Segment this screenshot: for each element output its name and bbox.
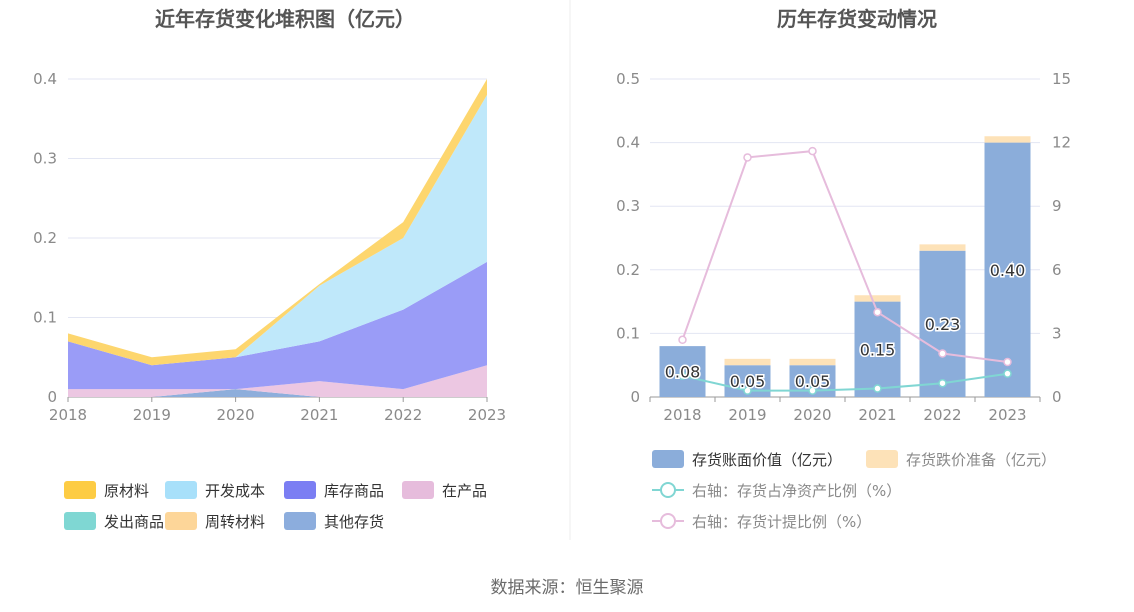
x-tick-label: 2021	[858, 406, 896, 424]
legend-swatch	[402, 481, 434, 499]
line-point	[678, 335, 687, 345]
bar-provision	[724, 358, 771, 366]
line-point	[743, 386, 752, 395]
legend-label: 发出商品	[104, 513, 164, 531]
x-tick-label: 2020	[217, 406, 255, 424]
y2-tick-label: 12	[1052, 134, 1071, 152]
chart-title: 历年存货变动情况	[777, 7, 937, 31]
legend-swatch	[64, 481, 96, 499]
x-tick-label: 2019	[133, 406, 171, 424]
legend-swatch	[64, 512, 96, 530]
x-tick-label: 2019	[728, 406, 766, 424]
area-series-3	[68, 261, 487, 390]
legend-label: 右轴：存货占净资产比例（%）	[692, 482, 901, 500]
legend-swatch	[652, 450, 684, 468]
x-tick-label: 2023	[988, 406, 1026, 424]
legend-label: 右轴：存货计提比例（%）	[692, 513, 871, 531]
x-tick-label: 2020	[793, 406, 831, 424]
line-point	[743, 153, 752, 162]
y-tick-label: 0.1	[616, 324, 640, 342]
x-tick-label: 2018	[49, 406, 87, 424]
bar-value-label: 0.08	[665, 363, 701, 382]
y-tick-label: 0.3	[616, 197, 640, 215]
legend-label: 周转材料	[205, 513, 265, 531]
area-series-6	[68, 79, 487, 366]
y-tick-label: 0	[47, 388, 57, 406]
y-tick-label: 0.2	[33, 229, 57, 247]
bar-provision	[854, 295, 901, 302]
legend-swatch	[165, 512, 197, 530]
area-series-4	[68, 94, 487, 366]
line-point	[808, 146, 817, 156]
bar-provision	[789, 358, 836, 366]
data-source-note: 数据来源：恒生聚源	[490, 578, 644, 598]
area-series-2	[68, 365, 487, 397]
line-point	[938, 349, 947, 358]
line-point	[873, 384, 882, 393]
y2-tick-label: 0	[1052, 388, 1062, 406]
chart-title: 近年存货变化堆积图（亿元）	[155, 7, 415, 31]
x-tick-label: 2023	[468, 406, 506, 424]
right-bar-line-chart: 历年存货变动情况 0 0.1 0.2 0.3 0.4 0.5 0 3 6 9 12 15 2018 2019…	[616, 7, 1071, 531]
legend-swatch	[866, 450, 898, 468]
legend-swatch	[284, 512, 316, 530]
y-tick-label: 0.5	[616, 70, 640, 88]
bar-value-label: 0.05	[795, 372, 831, 391]
legend-label: 在产品	[442, 482, 487, 500]
y-tick-label: 0.3	[33, 150, 57, 168]
bar-provision	[984, 136, 1031, 143]
left-stacked-area-chart: 近年存货变化堆积图（亿元） 0 0.1 0.2 0.3 0.4 2018 2019 2020 20…	[33, 7, 506, 531]
y2-tick-label: 6	[1052, 261, 1062, 279]
bar-value-label: 0.23	[925, 315, 961, 334]
line-series-1	[681, 150, 1008, 363]
bar-value-label: 0.15	[860, 340, 896, 359]
legend-label: 存货账面价值（亿元）	[692, 451, 842, 469]
legend-marker	[660, 482, 676, 498]
bar-book-value	[919, 250, 966, 397]
y2-tick-label: 3	[1052, 324, 1062, 342]
bar-value-label: 0.40	[990, 261, 1026, 280]
line-series-0	[682, 372, 1008, 392]
y2-tick-label: 15	[1052, 70, 1071, 88]
line-point	[873, 307, 882, 317]
y2-tick-label: 9	[1052, 197, 1062, 215]
line-point	[808, 386, 817, 395]
legend-label: 库存商品	[324, 482, 384, 500]
x-tick-label: 2021	[300, 406, 338, 424]
legend-swatch	[284, 481, 316, 499]
y-tick-label: 0.1	[33, 309, 57, 327]
area-series-0	[68, 389, 487, 397]
bar-provision	[919, 244, 966, 251]
x-tick-label: 2022	[923, 406, 961, 424]
y-tick-label: 0.4	[616, 134, 640, 152]
legend-marker	[660, 513, 676, 529]
line-point	[1003, 369, 1012, 378]
bar-book-value	[854, 301, 901, 397]
y-tick-label: 0.4	[33, 70, 57, 88]
bar-book-value	[984, 142, 1031, 397]
bar-value-label: 0.05	[730, 372, 766, 391]
line-point	[678, 371, 687, 381]
legend-label: 原材料	[104, 482, 149, 500]
y-tick-label: 0	[630, 388, 640, 406]
x-tick-label: 2018	[663, 406, 701, 424]
legend-label: 其他存货	[324, 513, 384, 531]
y-tick-label: 0.2	[616, 261, 640, 279]
line-point	[1003, 357, 1012, 367]
x-tick-label: 2022	[384, 406, 422, 424]
legend-label: 存货跌价准备（亿元）	[906, 451, 1056, 469]
legend-swatch	[165, 481, 197, 499]
line-point	[938, 378, 947, 388]
legend-label: 开发成本	[205, 482, 265, 500]
